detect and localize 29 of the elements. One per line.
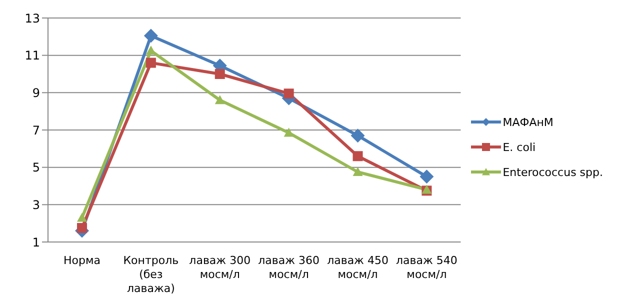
legend-label: МАФАнМ	[502, 116, 554, 128]
point	[214, 95, 225, 104]
y-tick-label: 3	[32, 198, 40, 212]
x-tick-label: Норма	[63, 254, 101, 267]
point	[144, 28, 158, 43]
point	[350, 128, 365, 143]
y-tick-label: 5	[32, 160, 40, 175]
point	[146, 58, 156, 68]
x-tick-label: лаваж 360 мосм/л	[258, 254, 320, 281]
point	[77, 223, 87, 233]
point	[420, 170, 434, 184]
x-tick-label: Контроль (без лаважа)	[123, 254, 179, 295]
point	[284, 88, 294, 99]
x-tick-label: лаваж 450 мосм/л	[327, 254, 388, 281]
y-tick-label: 1	[32, 235, 40, 250]
point	[352, 151, 363, 162]
point	[146, 46, 156, 55]
legend-label: E. coli	[502, 140, 536, 154]
x-tick-label: лаваж 540 мосм/л	[396, 254, 458, 281]
x-tick-label: лаваж 300 мосм/л	[189, 254, 251, 281]
y-tick-label: 13	[24, 11, 40, 26]
y-tick-label: 7	[32, 123, 40, 138]
y-tick-label: 9	[32, 86, 40, 100]
y-tick-label: 11	[24, 48, 40, 63]
point	[77, 212, 87, 222]
point	[214, 69, 225, 79]
point	[284, 128, 294, 137]
legend-label: Enterococcus spp.	[502, 166, 603, 178]
point	[352, 167, 363, 176]
